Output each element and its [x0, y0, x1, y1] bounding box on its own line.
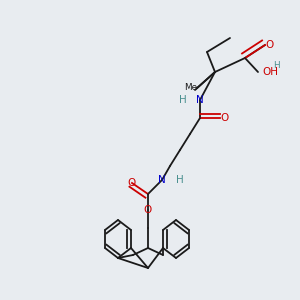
- Text: N: N: [158, 175, 166, 185]
- Text: Me: Me: [184, 83, 197, 92]
- Text: O: O: [265, 40, 273, 50]
- Text: O: O: [128, 178, 136, 188]
- Text: OH: OH: [262, 67, 278, 77]
- Text: N: N: [196, 95, 204, 105]
- Text: H: H: [179, 95, 187, 105]
- Text: O: O: [144, 205, 152, 215]
- Text: H: H: [176, 175, 184, 185]
- Text: H: H: [273, 61, 280, 70]
- Text: O: O: [220, 113, 228, 123]
